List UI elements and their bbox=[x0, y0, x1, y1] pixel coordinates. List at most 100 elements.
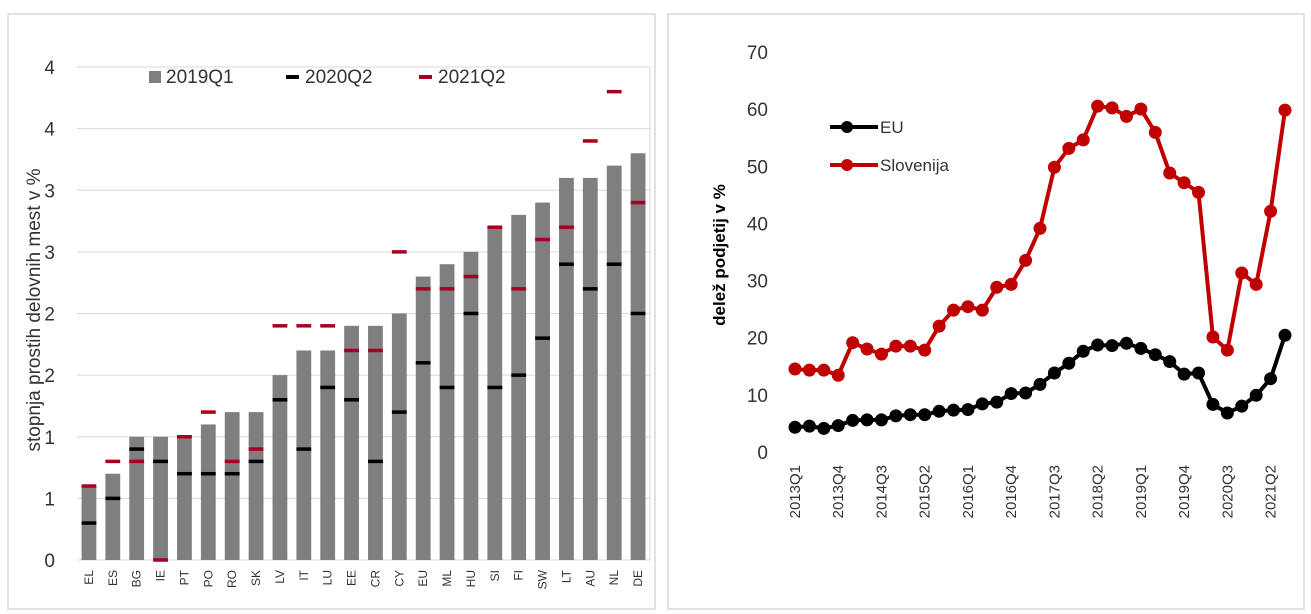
point-slovenija-33 bbox=[1264, 204, 1278, 218]
x-tick-label-2018q2: 2018Q2 bbox=[1090, 465, 1107, 518]
legend-marker-slovenija bbox=[841, 159, 853, 171]
x-tick-label-cy: CY bbox=[392, 570, 406, 587]
x-tick-label-2016q1: 2016Q1 bbox=[960, 465, 977, 518]
point-eu-12 bbox=[961, 403, 975, 417]
point-slovenija-26 bbox=[1163, 166, 1177, 180]
point-slovenija-10 bbox=[932, 319, 946, 333]
legend-label-eu: EU bbox=[880, 118, 904, 137]
x-tick-label-2015q2: 2015Q2 bbox=[917, 465, 934, 518]
bar-bg bbox=[129, 436, 145, 560]
point-slovenija-14 bbox=[990, 280, 1004, 294]
legend-label-slovenija: Slovenija bbox=[880, 156, 950, 175]
left-chart-gridlines bbox=[77, 66, 651, 561]
x-tick-label-ie: IE bbox=[154, 570, 168, 581]
x-tick-label-2017q3: 2017Q3 bbox=[1046, 465, 1063, 518]
point-eu-14 bbox=[990, 395, 1004, 409]
point-slovenija-0 bbox=[788, 362, 802, 376]
point-eu-25 bbox=[1148, 348, 1162, 362]
point-eu-0 bbox=[788, 420, 802, 434]
point-slovenija-27 bbox=[1177, 176, 1191, 190]
point-eu-31 bbox=[1235, 399, 1249, 413]
x-tick-label-lv: LV bbox=[273, 570, 287, 584]
x-tick-label-eu: EU bbox=[416, 570, 430, 587]
point-eu-16 bbox=[1019, 386, 1033, 400]
x-tick-label-sk: SK bbox=[249, 570, 263, 586]
point-eu-8 bbox=[903, 408, 917, 422]
left-chart-y-axis: 0 1 1 2 2 3 3 4 4 bbox=[44, 58, 55, 572]
bar-de bbox=[630, 153, 646, 560]
bar-cr bbox=[368, 325, 383, 560]
y-tick-label: 1 bbox=[44, 489, 55, 510]
bar-lu bbox=[320, 350, 336, 560]
y-tick-label: 4 bbox=[44, 120, 55, 141]
right-chart: 0 10 20 30 40 50 60 70 2013Q1 2013Q4 2014Q3 2015Q2… bbox=[667, 13, 1305, 610]
bar-ie bbox=[153, 436, 168, 560]
y-tick-label: 2 bbox=[44, 305, 55, 326]
legend-swatch-2019q1 bbox=[149, 71, 161, 83]
legend-label-2020q2: 2020Q2 bbox=[305, 67, 373, 88]
bar-pt bbox=[177, 436, 192, 560]
legend-label-2019q1: 2019Q1 bbox=[166, 67, 234, 88]
point-eu-7 bbox=[889, 409, 903, 423]
x-tick-label-lt: LT bbox=[559, 569, 573, 583]
legend-label-2021q2: 2021Q2 bbox=[438, 67, 506, 88]
point-eu-6 bbox=[874, 413, 888, 427]
point-slovenija-32 bbox=[1249, 277, 1263, 291]
point-slovenija-31 bbox=[1235, 266, 1249, 280]
bar-si bbox=[487, 227, 503, 560]
y-tick-label-60: 60 bbox=[747, 100, 768, 121]
bar-ro bbox=[224, 412, 240, 560]
point-eu-11 bbox=[947, 403, 961, 417]
point-eu-10 bbox=[932, 404, 946, 418]
x-tick-label-ro: RO bbox=[225, 570, 239, 588]
point-slovenija-12 bbox=[961, 300, 975, 314]
left-chart-y-axis-label: stopnja prostih delovnih mest v % bbox=[24, 168, 45, 451]
point-eu-32 bbox=[1249, 388, 1263, 402]
left-chart: 0 1 1 2 2 3 3 4 4 EL ES BG IE PT PO RO SK LV IT LU EE CR CY EU… bbox=[7, 13, 656, 610]
point-eu-28 bbox=[1192, 366, 1206, 380]
x-tick-label-es: ES bbox=[106, 570, 120, 586]
point-eu-2 bbox=[817, 421, 831, 435]
right-chart-series bbox=[788, 99, 1292, 435]
point-eu-23 bbox=[1119, 336, 1133, 350]
point-eu-18 bbox=[1047, 366, 1061, 380]
y-tick-label-30: 30 bbox=[747, 272, 768, 293]
x-tick-label-2013q4: 2013Q4 bbox=[830, 465, 847, 518]
x-tick-label-2013q1: 2013Q1 bbox=[787, 465, 804, 518]
x-tick-label-ee: EE bbox=[345, 570, 359, 586]
bar-nl bbox=[606, 165, 622, 560]
point-eu-21 bbox=[1091, 338, 1105, 352]
x-tick-label-bg: BG bbox=[130, 570, 144, 587]
point-slovenija-22 bbox=[1105, 101, 1119, 115]
point-eu-26 bbox=[1163, 355, 1177, 369]
y-tick-label: 0 bbox=[44, 551, 55, 572]
point-slovenija-1 bbox=[802, 363, 816, 377]
x-tick-label-cr: CR bbox=[368, 570, 382, 588]
point-slovenija-21 bbox=[1091, 99, 1105, 113]
x-tick-label-2020q3: 2020Q3 bbox=[1219, 465, 1236, 518]
point-slovenija-25 bbox=[1148, 125, 1162, 139]
x-tick-label-2019q4: 2019Q4 bbox=[1176, 465, 1193, 518]
x-tick-label-pt: PT bbox=[177, 569, 191, 585]
bar-cy bbox=[391, 313, 407, 560]
point-eu-9 bbox=[918, 408, 932, 422]
right-chart-x-axis: 2013Q1 2013Q4 2014Q3 2015Q2 2016Q1 2016Q4 2017… bbox=[787, 465, 1280, 518]
point-eu-33 bbox=[1264, 372, 1278, 386]
x-tick-label-fi: FI bbox=[512, 570, 526, 581]
point-eu-27 bbox=[1177, 367, 1191, 381]
point-slovenija-17 bbox=[1033, 221, 1047, 235]
bar-lt bbox=[559, 177, 574, 561]
point-eu-24 bbox=[1134, 341, 1148, 355]
x-tick-label-hu: HU bbox=[464, 570, 478, 587]
x-tick-label-it: IT bbox=[297, 569, 311, 580]
point-slovenija-18 bbox=[1047, 160, 1061, 174]
bar-lv bbox=[272, 375, 288, 560]
y-tick-label-20: 20 bbox=[747, 329, 768, 350]
point-slovenija-4 bbox=[846, 336, 860, 350]
point-eu-3 bbox=[831, 419, 845, 433]
point-slovenija-19 bbox=[1062, 141, 1076, 155]
left-chart-bars bbox=[81, 153, 646, 561]
right-chart-frame bbox=[667, 13, 1305, 610]
point-slovenija-16 bbox=[1019, 253, 1033, 267]
